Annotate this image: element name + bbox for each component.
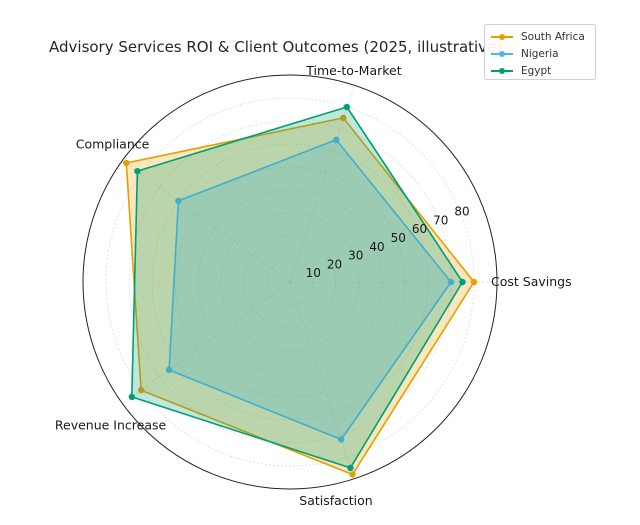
data-point-south-africa <box>349 471 356 478</box>
data-point-egypt <box>347 464 354 472</box>
data-point-nigeria <box>165 366 173 374</box>
data-point-south-africa <box>137 386 145 394</box>
legend-item-egypt: Egypt <box>491 62 595 79</box>
chart-title: Advisory Services ROI & Client Outcomes … <box>49 38 502 56</box>
radial-tick-label: 50 <box>391 231 406 245</box>
data-point-nigeria <box>337 436 345 443</box>
grid-spoke <box>122 281 291 404</box>
data-point-nigeria <box>332 136 340 144</box>
category-label: Satisfaction <box>299 493 372 508</box>
labels-layer: 10 20 30 40 50 60 70 80 Cost Savings Time-to-Mark… <box>55 63 572 508</box>
radial-tick-label: 80 <box>454 205 469 219</box>
series-area-egypt <box>131 107 463 468</box>
data-point-south-africa <box>470 278 478 286</box>
legend-label: Nigeria <box>521 47 559 60</box>
category-label: Revenue Increase <box>55 418 167 433</box>
series-line-egypt <box>131 106 464 469</box>
category-label: Cost Savings <box>491 274 572 289</box>
legend-swatch-icon <box>491 66 513 76</box>
radial-tick-label: 40 <box>369 240 384 254</box>
outer-ring <box>82 74 498 490</box>
category-label: Compliance <box>76 136 150 151</box>
data-point-egypt <box>459 278 466 286</box>
legend-swatch-icon <box>491 32 513 42</box>
data-point-south-africa <box>123 159 130 167</box>
radial-tick-label: 30 <box>348 249 363 263</box>
grid-spoke <box>289 281 355 479</box>
data-point-nigeria <box>175 197 182 205</box>
legend-label: Egypt <box>521 64 552 77</box>
radial-tick-label: 60 <box>412 222 427 236</box>
series-line-south-africa <box>125 117 475 476</box>
legend-item-south-africa: South Africa <box>491 28 595 45</box>
radial-tick-label: 20 <box>327 257 342 271</box>
data-point-nigeria <box>447 278 455 286</box>
grid-ring <box>174 166 406 398</box>
series-area-south-africa <box>126 117 475 475</box>
data-point-egypt <box>134 167 141 175</box>
legend: South Africa Nigeria Egypt <box>484 24 596 80</box>
grid-spoke <box>122 160 291 283</box>
legend-swatch-icon <box>491 49 513 59</box>
series-line-nigeria <box>168 139 452 441</box>
radial-tick-label: 70 <box>433 213 448 227</box>
series-layer <box>123 103 478 478</box>
data-point-egypt <box>128 393 136 401</box>
data-point-south-africa <box>340 114 347 122</box>
legend-label: South Africa <box>521 30 585 43</box>
radial-tick-label: 10 <box>306 266 321 280</box>
category-label: Time-to-Market <box>305 63 401 78</box>
series-area-nigeria <box>169 139 451 440</box>
legend-item-nigeria: Nigeria <box>491 45 595 62</box>
grid-ring <box>266 258 314 306</box>
data-point-egypt <box>343 103 351 111</box>
